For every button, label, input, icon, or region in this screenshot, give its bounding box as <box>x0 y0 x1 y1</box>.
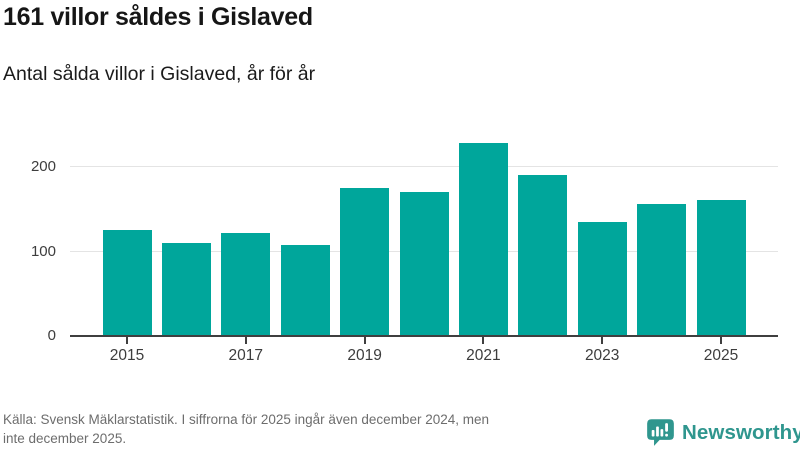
x-axis-label-2025: 2025 <box>703 347 739 364</box>
source-note: Källa: Svensk Mäklarstatistik. I siffror… <box>3 410 489 448</box>
bar-2018 <box>280 244 330 336</box>
bar-2022 <box>518 174 568 336</box>
bar-chart <box>70 135 778 337</box>
x-axis-label-2019: 2019 <box>347 347 382 364</box>
bar-2017 <box>221 232 271 336</box>
bar-2024 <box>637 204 687 336</box>
y-axis-label-200: 200 <box>30 158 56 176</box>
bar-2016 <box>161 243 211 336</box>
x-axis-tick-2021 <box>482 337 485 344</box>
y-axis-label-0: 0 <box>47 327 56 344</box>
x-axis-tick-2019 <box>363 337 366 344</box>
bar-2021 <box>458 143 508 336</box>
bar-2019 <box>340 188 390 336</box>
x-axis-label-2017: 2017 <box>228 347 264 364</box>
x-axis-line <box>70 334 778 337</box>
x-axis-label-2015: 2015 <box>109 347 145 364</box>
x-axis-label-2021: 2021 <box>466 347 501 364</box>
newsworthy-icon <box>647 418 674 446</box>
x-axis-label-2023: 2023 <box>584 347 620 364</box>
bar-2015 <box>102 229 152 336</box>
gridline-200 <box>70 166 778 168</box>
bar-2025 <box>696 200 746 336</box>
x-axis-tick-2023 <box>601 337 604 344</box>
bar-2020 <box>399 192 449 336</box>
chart-subtitle: Antal sålda villor i Gislaved, år för år <box>3 63 316 85</box>
x-axis-tick-2025 <box>720 337 722 344</box>
chart-title: 161 villor såldes i Gislaved <box>3 3 313 31</box>
x-axis-tick-2015 <box>126 337 128 344</box>
y-axis-label-100: 100 <box>30 242 56 260</box>
newsworthy-wordmark: Newsworthy <box>682 420 800 444</box>
source-note-line1: Källa: Svensk Mäklarstatistik. I siffror… <box>3 412 489 427</box>
newsworthy-logo: Newsworthy <box>645 417 800 448</box>
x-axis-tick-2017 <box>244 337 247 344</box>
bar-2023 <box>577 222 627 336</box>
source-note-line2: inte december 2025. <box>3 431 127 446</box>
